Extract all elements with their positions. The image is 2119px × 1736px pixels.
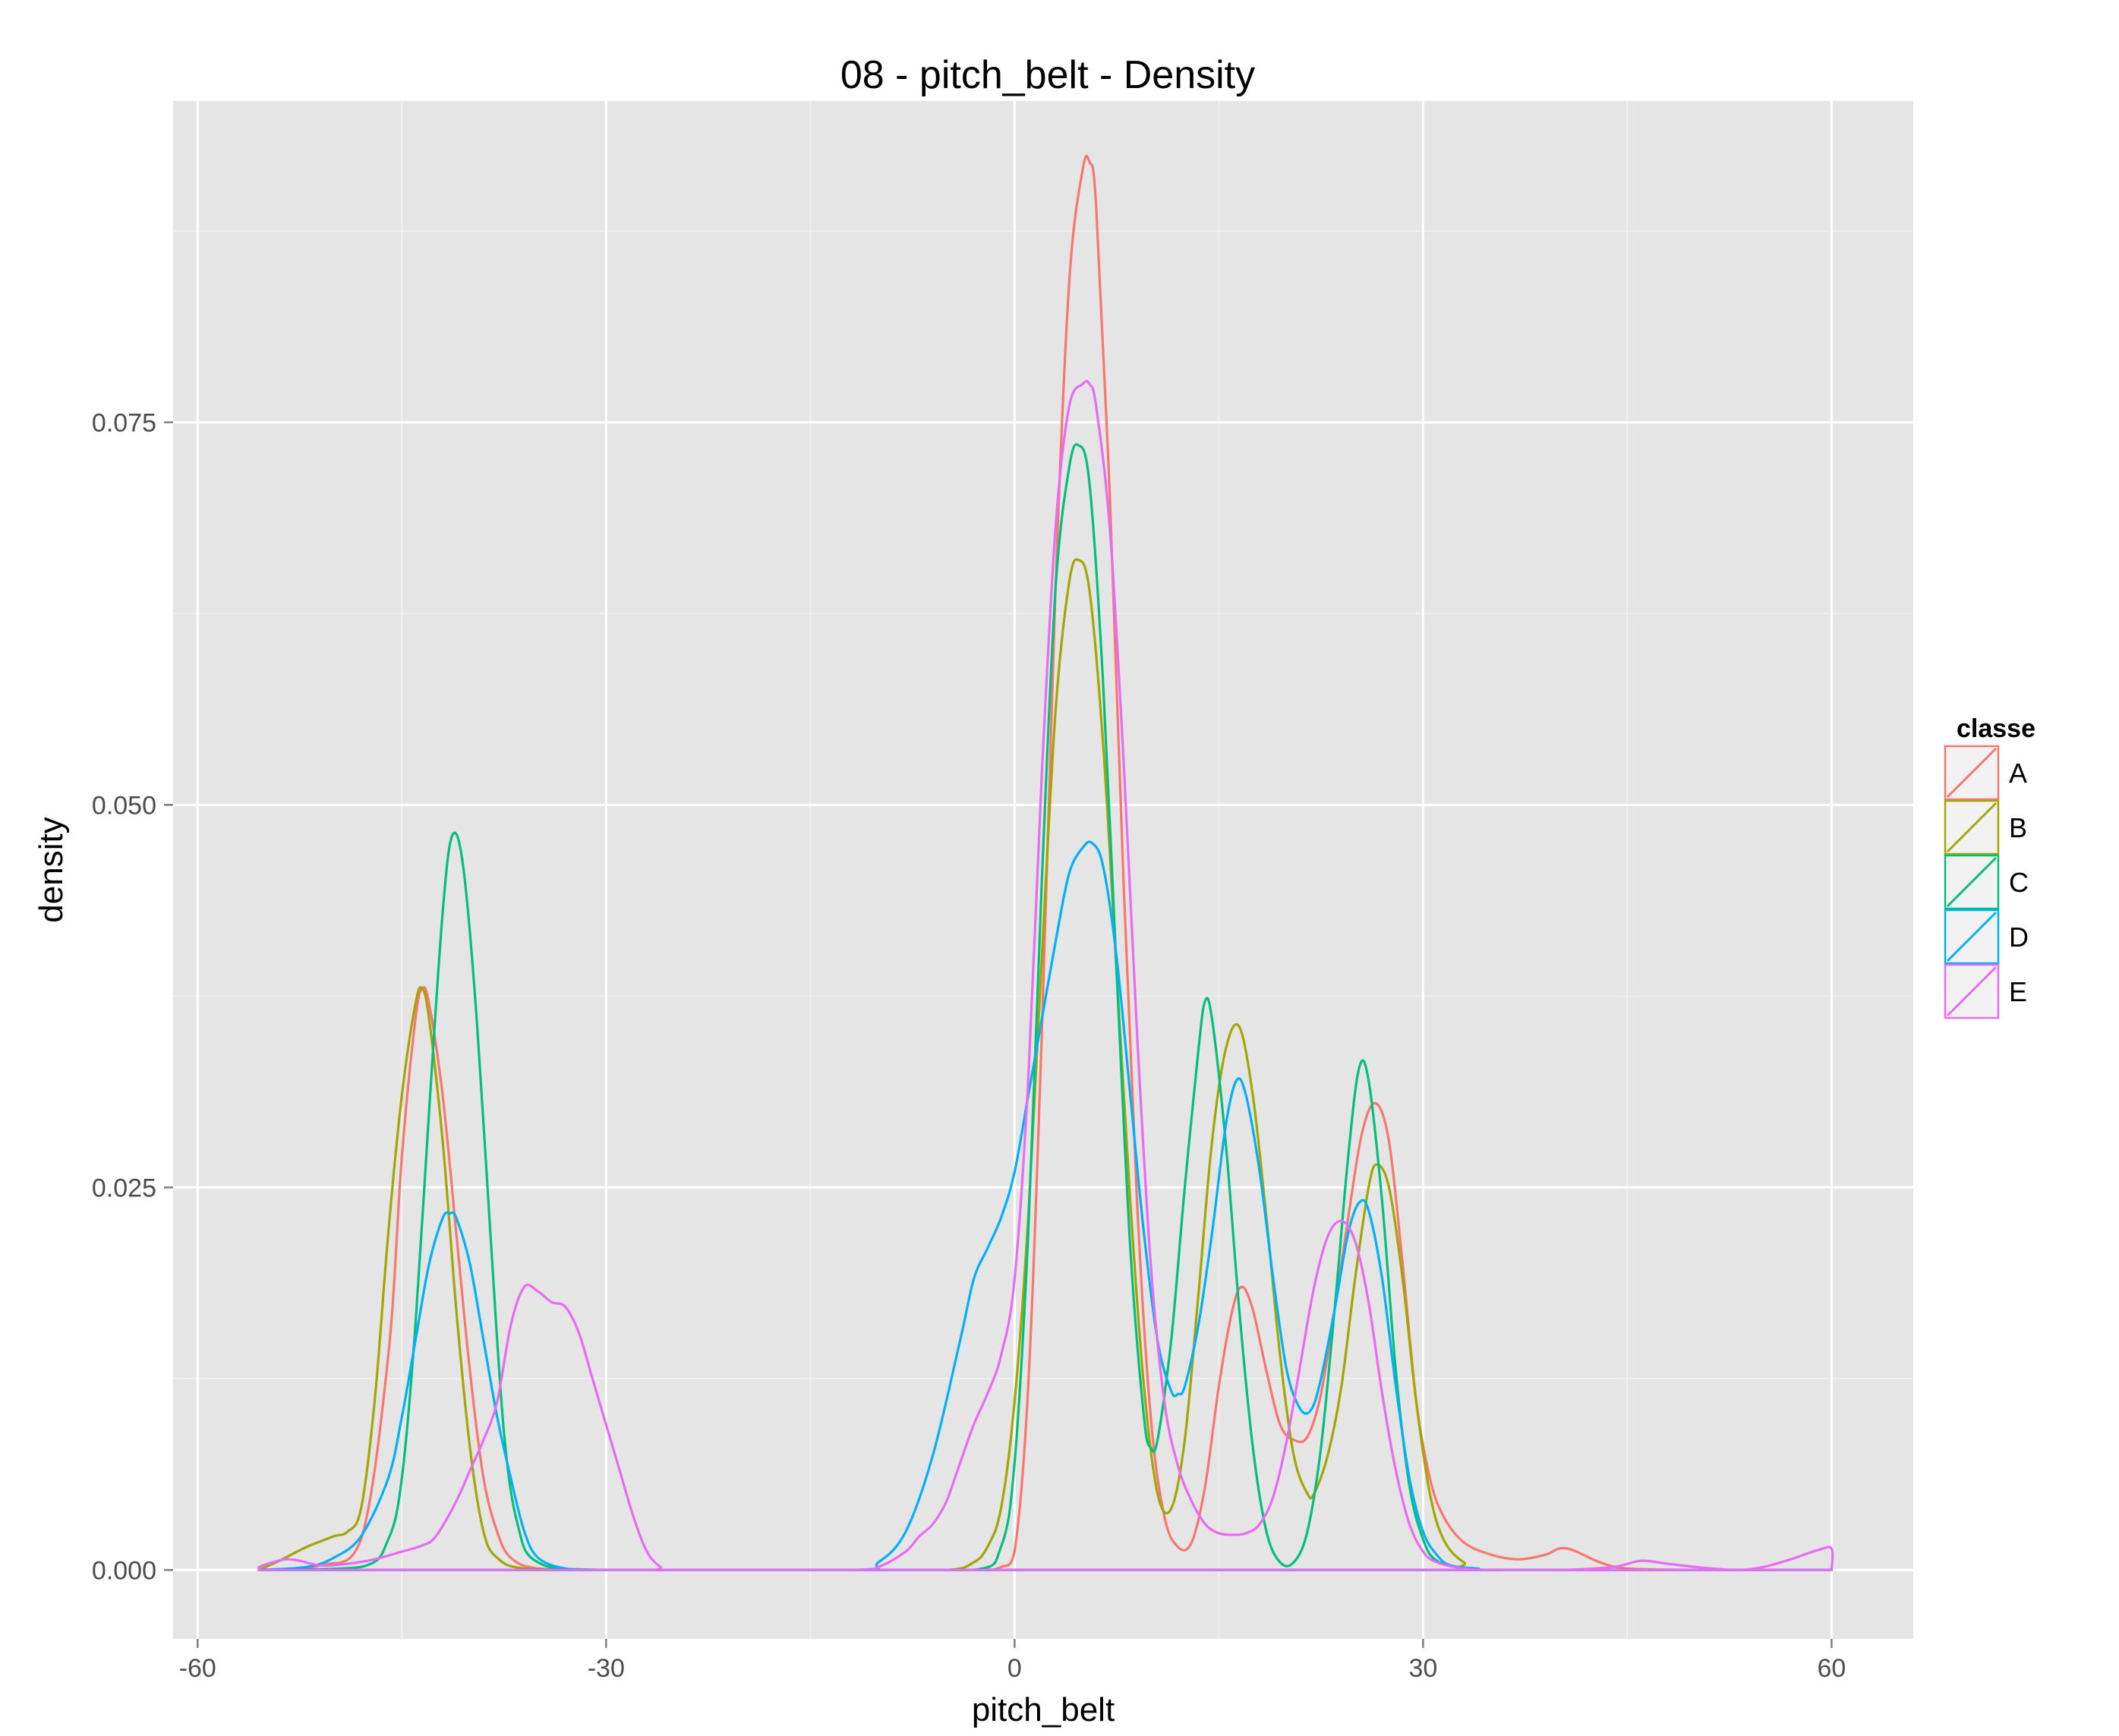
legend-label-D: D [2009, 922, 2029, 953]
legend-label-B: B [2009, 812, 2027, 843]
x-tick-label: 30 [1408, 1654, 1437, 1683]
legend-key-slash-A [1946, 747, 1998, 799]
density-curve-C [257, 443, 1833, 1571]
legend-label-A: A [2009, 758, 2027, 789]
y-tick-label: 0.000 [92, 1556, 156, 1585]
legend-label-E: E [2009, 976, 2027, 1007]
legend-key-slash-D [1946, 911, 1998, 963]
x-tick-label: 0 [1007, 1654, 1022, 1683]
density-curve-D [257, 840, 1833, 1571]
x-tick-label: -30 [588, 1654, 625, 1683]
legend-item-B: B [1944, 799, 2027, 855]
x-tick-label: 60 [1817, 1654, 1846, 1683]
y-axis-ticks: 0.000 0.025 0.050 0.075 [92, 408, 173, 1585]
density-curve-E [257, 380, 1834, 1571]
y-tick-label: 0.050 [92, 791, 156, 820]
y-axis-title: density [33, 817, 70, 922]
legend-key-slash-E [1946, 966, 1998, 1017]
x-axis-title: pitch_belt [972, 1691, 1115, 1728]
legend-item-E: E [1944, 963, 2027, 1019]
legend-item-C: C [1944, 854, 2029, 910]
density-curves [257, 154, 1834, 1571]
legend-item-A: A [1944, 745, 2027, 801]
legend-label-C: C [2009, 867, 2029, 898]
legend-title: classe [1957, 714, 2035, 743]
legend-key-slash-C [1946, 856, 1998, 908]
legend-item-D: D [1944, 909, 2029, 965]
x-axis-ticks: -60 -30 0 30 60 [179, 1639, 1846, 1683]
chart-title: 08 - pitch_belt - Density [840, 53, 1255, 97]
legend-key-slash-B [1946, 802, 1998, 853]
y-tick-label: 0.025 [92, 1174, 156, 1202]
y-tick-label: 0.075 [92, 408, 156, 437]
x-tick-label: -60 [179, 1654, 216, 1683]
